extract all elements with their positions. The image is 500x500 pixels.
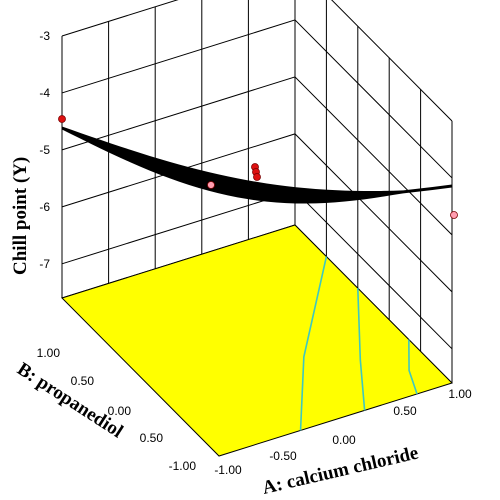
design-point: [58, 115, 66, 123]
y-tick-label: 0.00: [108, 404, 132, 418]
design-point: [207, 181, 215, 189]
y-tick-label: -1.00: [169, 459, 197, 473]
grid-line: [61, 0, 453, 122]
x-tick-label: -1.00: [214, 463, 242, 477]
y-tick-label: 0.50: [140, 431, 164, 445]
y-axis-title: B: propanediol: [13, 359, 126, 443]
z-tick-label: -3: [39, 29, 50, 43]
x-tick-label: 0.50: [393, 404, 417, 418]
tick-labels: -3 -4 -5 -6 -7 -1.00 0.50 0.00 0.50 1.00 -1.00 -0.5…: [37, 29, 472, 477]
z-tick-label: -7: [39, 257, 50, 271]
design-points: [58, 115, 458, 219]
x-tick-label: 1.00: [448, 387, 472, 401]
grid-line: [61, 133, 453, 293]
design-point: [253, 173, 261, 181]
design-point: [450, 211, 458, 219]
z-axis-title: Chill point (Y): [10, 157, 31, 275]
contour-line: [299, 256, 328, 431]
z-tick-label: -6: [39, 200, 50, 214]
z-tick-label: -5: [39, 143, 50, 157]
grid-line: [61, 19, 453, 179]
contour-floor: [61, 224, 453, 457]
contour-plane: [61, 224, 453, 457]
grid-line: [61, 76, 453, 236]
contour-line: [357, 288, 366, 411]
surface-sheet: [62, 126, 452, 204]
z-tick-label: -4: [39, 86, 50, 100]
y-tick-label: 1.00: [37, 346, 61, 360]
y-tick-label: 0.50: [71, 374, 95, 388]
contour-line: [408, 339, 418, 395]
x-tick-label: -0.50: [269, 449, 297, 463]
response-surface: [62, 126, 452, 204]
x-tick-label: 0.00: [332, 433, 356, 447]
